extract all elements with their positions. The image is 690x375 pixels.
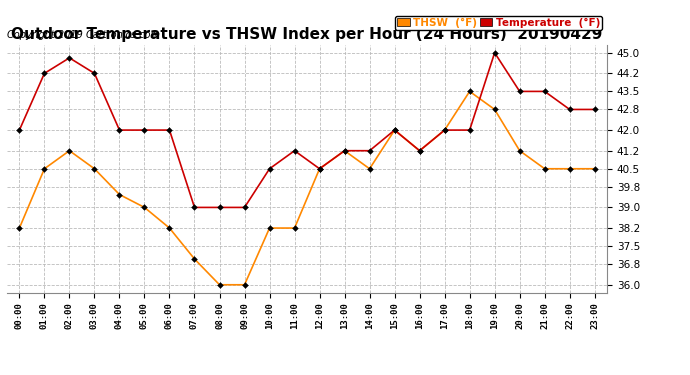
Legend: THSW  (°F), Temperature  (°F): THSW (°F), Temperature (°F) — [395, 15, 602, 30]
Text: Copyright 2019 Cartronics.com: Copyright 2019 Cartronics.com — [7, 30, 160, 40]
Title: Outdoor Temperature vs THSW Index per Hour (24 Hours)  20190429: Outdoor Temperature vs THSW Index per Ho… — [11, 27, 603, 42]
